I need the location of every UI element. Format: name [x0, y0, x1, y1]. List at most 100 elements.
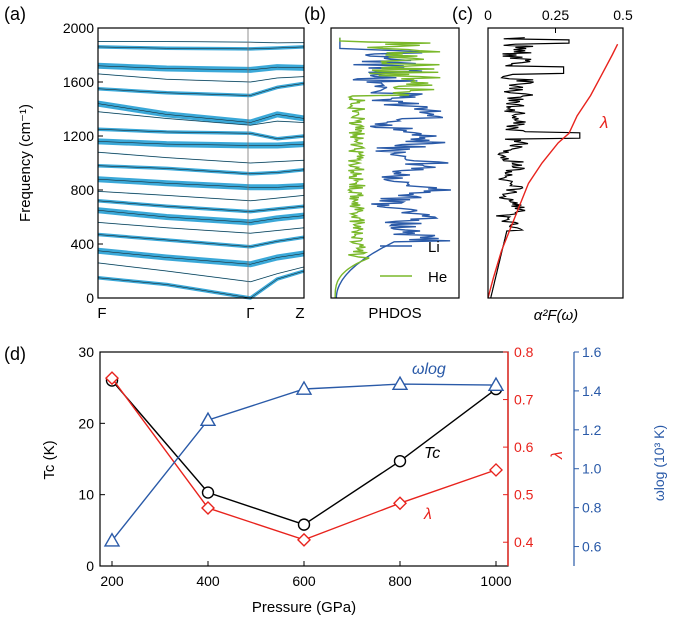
panel-c: 0 0.25 0.5 λ α²F(ω)	[484, 7, 633, 324]
omega-tick-label: 0.8	[582, 500, 602, 516]
dispersion-branch-core	[97, 262, 305, 283]
omega-marker	[103, 532, 121, 547]
dispersion-branch-core	[97, 111, 305, 126]
dispersion-branch	[97, 100, 305, 126]
dispersion-branch-core	[98, 41, 305, 44]
dispersion-branch	[97, 199, 305, 214]
panel-c-x-title: α²F(ω)	[534, 307, 578, 324]
tc-axis-title: Tc (K)	[41, 440, 58, 479]
lambda-series-note: λ	[423, 506, 432, 523]
x-tick-label: 600	[292, 573, 316, 589]
dispersion-branches	[97, 41, 305, 300]
dispersion-branch-core	[97, 210, 305, 223]
dispersion-branch-core	[97, 200, 305, 212]
tc-series-note: Tc	[424, 445, 440, 462]
y-tick-label: 800	[71, 182, 95, 198]
left-tick-label: 0	[86, 558, 94, 574]
dispersion-branch	[97, 73, 305, 83]
lambda-marker	[201, 500, 215, 515]
panel-b: Li He PHDOS	[330, 27, 460, 322]
omega-series-note: ωlog	[412, 361, 446, 378]
y-tick-label: 1600	[63, 74, 94, 90]
left-tick-label: 10	[78, 487, 94, 503]
omega-marker	[199, 411, 217, 427]
x-tick-label: F	[97, 305, 106, 322]
omega-axis-title: ωlog (10³ K)	[651, 425, 667, 501]
lambda-tick-label: 0.8	[514, 344, 534, 360]
panel-b-label: (b)	[304, 4, 326, 24]
phdos-he-curve	[334, 37, 441, 298]
tc-marker	[297, 518, 311, 531]
panel-a-label: (a)	[4, 4, 26, 24]
legend-he-label: He	[428, 269, 447, 286]
panel-c-lambda-note: λ	[599, 113, 608, 132]
panel-d-axes: 200 400 600 800 1000 0 10 20 30 0.4 0.5 0.6 0.7 0.8 0.…	[78, 344, 601, 589]
dispersion-branch-core	[97, 129, 305, 139]
panel-a: 0 400 800 1200 1600 2000 Frequency (cm⁻¹) F Γ Z	[17, 20, 305, 322]
lambda-marker	[297, 532, 311, 547]
dispersion-branch-core	[97, 151, 305, 164]
dispersion-branch-core	[97, 234, 305, 247]
panel-d-label: (d)	[4, 344, 26, 364]
lambda-tick-label: 0.7	[514, 392, 534, 408]
panel-a-y-ticks: 0 400 800 1200 1600 2000	[63, 20, 103, 306]
dispersion-branch-core	[97, 191, 305, 202]
x-tick-label: Γ	[246, 305, 254, 322]
x-tick-label: 200	[100, 573, 124, 589]
x-tick-label: 1000	[480, 573, 511, 589]
panel-c-top-ticks: 0 0.25 0.5	[484, 7, 633, 33]
top-tick-label: 0.25	[542, 7, 569, 23]
panel-a-y-title: Frequency (cm⁻¹)	[17, 104, 34, 222]
dispersion-branch-core	[97, 46, 305, 50]
omega-marker	[391, 375, 409, 391]
dispersion-branch	[97, 247, 305, 268]
pressure-axis-title: Pressure (GPa)	[252, 599, 356, 616]
dispersion-branch	[97, 207, 305, 226]
lambda-tick-label: 0.4	[514, 534, 534, 550]
dispersion-branch-core	[97, 83, 305, 96]
dispersion-branch-core	[97, 250, 305, 265]
dispersion-branch-core	[97, 103, 305, 123]
panel-d-series	[103, 371, 505, 547]
panel-b-x-title: PHDOS	[368, 305, 421, 322]
left-tick-label: 20	[78, 415, 94, 431]
dispersion-branch-core	[97, 222, 305, 234]
tc-marker	[393, 454, 407, 468]
lambda-tick-label: 0.5	[514, 487, 534, 503]
legend-li-label: Li	[428, 239, 440, 256]
dispersion-branch	[97, 190, 305, 202]
dispersion-branch	[97, 232, 305, 249]
lambda-tick-label: 0.6	[514, 439, 534, 455]
dispersion-branch-core	[97, 73, 305, 83]
panel-c-label: (c)	[452, 4, 473, 24]
phdos-li-curve	[335, 37, 451, 298]
lambda-cumulative-curve	[487, 43, 619, 299]
dispersion-branch-core	[97, 165, 305, 175]
top-tick-label: 0	[484, 7, 492, 23]
dispersion-branch-core	[97, 178, 305, 188]
y-tick-label: 0	[86, 290, 94, 306]
panel-c-frame	[487, 27, 624, 299]
panel-b-frame	[330, 27, 460, 299]
lambda-axis-title: λ	[549, 451, 566, 460]
dispersion-branch-core	[97, 141, 305, 146]
lambda-marker	[489, 462, 503, 477]
y-tick-label: 2000	[63, 20, 94, 36]
dispersion-branch-core	[97, 65, 305, 71]
x-tick-label: 800	[388, 573, 412, 589]
omega-tick-label: 0.6	[582, 539, 602, 555]
dispersion-branch	[97, 176, 305, 191]
dispersion-branch	[97, 262, 305, 283]
y-tick-label: 1200	[63, 128, 94, 144]
lambda-marker	[393, 496, 407, 511]
omega-marker	[487, 376, 505, 392]
y-tick-label: 400	[71, 236, 95, 252]
left-tick-label: 30	[78, 344, 94, 360]
top-tick-label: 0.5	[613, 7, 633, 23]
tc-marker	[201, 486, 215, 499]
dispersion-branch	[97, 221, 305, 234]
omega-tick-label: 1.6	[582, 344, 602, 360]
x-tick-label: 400	[196, 573, 220, 589]
